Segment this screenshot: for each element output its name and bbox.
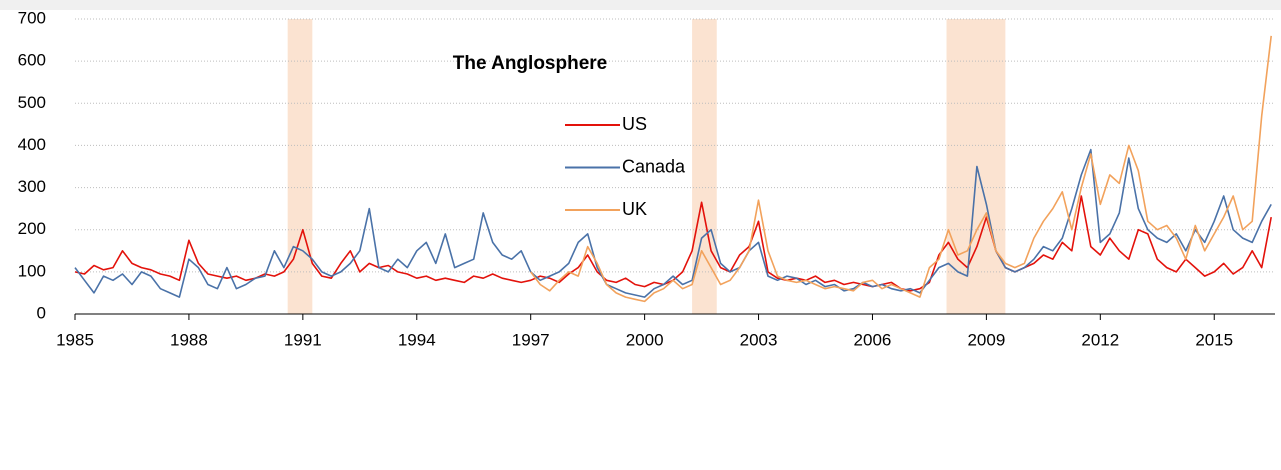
- top-strip: [0, 0, 1281, 10]
- x-tick-label: 1988: [170, 330, 208, 349]
- x-tick-label: 2006: [854, 330, 892, 349]
- y-tick-label: 600: [18, 51, 46, 70]
- y-tick-label: 700: [18, 8, 46, 27]
- x-tick-label: 1985: [56, 330, 94, 349]
- x-tick-label: 2015: [1195, 330, 1233, 349]
- y-tick-label: 0: [37, 303, 46, 322]
- x-tick-label: 2000: [626, 330, 664, 349]
- x-tick-label: 2012: [1081, 330, 1119, 349]
- recession-band: [287, 19, 313, 314]
- y-tick-label: 400: [18, 135, 46, 154]
- legend-label: UK: [622, 199, 647, 219]
- y-tick-label: 200: [18, 219, 46, 238]
- y-tick-label: 300: [18, 177, 46, 196]
- series-line: [74, 148, 1272, 298]
- recession-band: [946, 19, 1006, 314]
- x-tick-label: 2009: [967, 330, 1005, 349]
- series-line: [530, 35, 1272, 303]
- x-tick-label: 1997: [512, 330, 550, 349]
- x-tick-label: 1994: [398, 330, 436, 349]
- y-tick-label: 100: [18, 261, 46, 280]
- y-tick-label: 500: [18, 93, 46, 112]
- plot-area: [74, 18, 1275, 314]
- legend-label: Canada: [622, 156, 686, 176]
- x-tick-label: 2003: [740, 330, 778, 349]
- x-tick-label: 1991: [284, 330, 322, 349]
- legend-title: The Anglosphere: [453, 53, 607, 74]
- legend-label: US: [622, 114, 647, 134]
